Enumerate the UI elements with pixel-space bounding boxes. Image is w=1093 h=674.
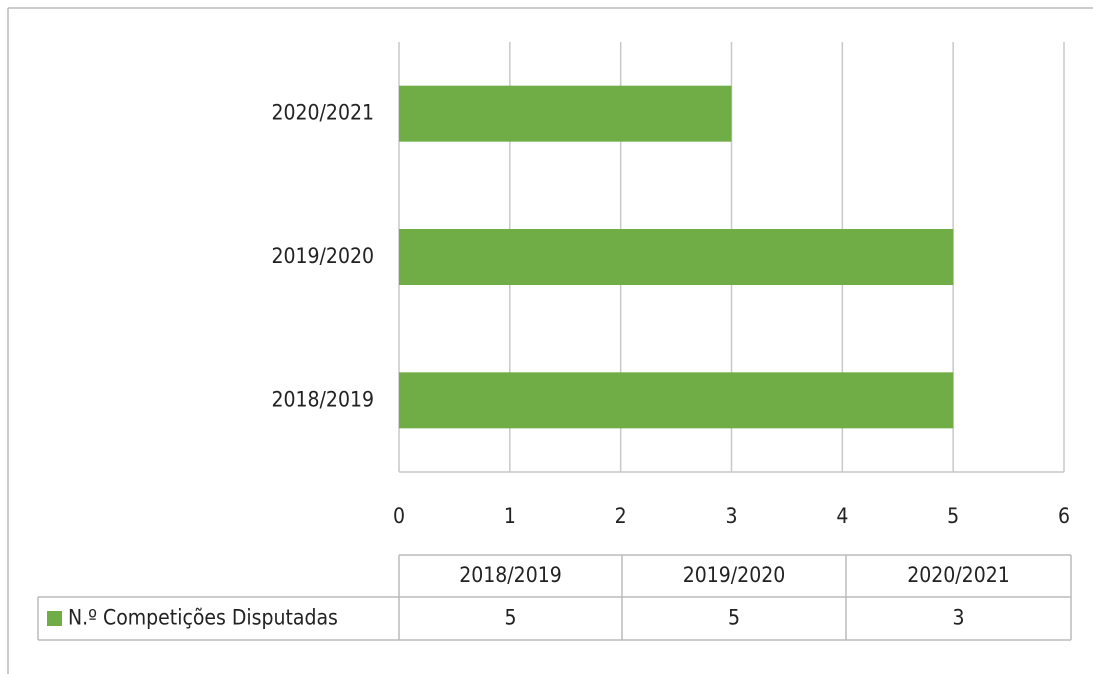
x-tick-label: 3	[725, 504, 737, 528]
table-value: 5	[728, 606, 740, 630]
x-tick-label: 0	[393, 504, 405, 528]
bar	[399, 85, 732, 142]
bar	[399, 372, 954, 429]
x-tick-label: 1	[504, 504, 516, 528]
table-header: 2020/2021	[907, 563, 1010, 587]
bar	[399, 229, 954, 285]
x-tick-label: 6	[1058, 504, 1070, 528]
y-tick-label: 2020/2021	[271, 101, 374, 125]
table-header: 2018/2019	[459, 563, 562, 587]
y-tick-label: 2019/2020	[271, 244, 374, 268]
x-tick-label: 5	[947, 504, 959, 528]
table-header: 2019/2020	[683, 563, 786, 587]
x-tick-label: 4	[836, 504, 848, 528]
table-value: 3	[952, 606, 964, 630]
legend-swatch	[47, 611, 62, 626]
x-tick-label: 2	[615, 504, 627, 528]
y-tick-label: 2018/2019	[271, 387, 374, 411]
legend-label: N.º Competições Disputadas	[68, 606, 338, 630]
table-value: 5	[504, 606, 516, 630]
